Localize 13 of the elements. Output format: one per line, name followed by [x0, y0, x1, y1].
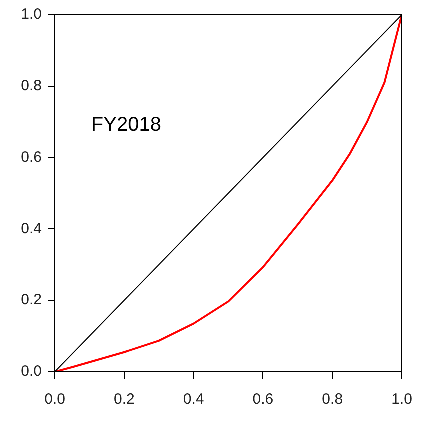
annotation: FY2018 — [91, 114, 162, 136]
y-tick-label: 1.0 — [21, 6, 42, 24]
x-tick-label: 0.0 — [44, 391, 66, 408]
x-tick-label: 0.8 — [322, 391, 344, 408]
y-tick-label: 0.2 — [21, 292, 42, 309]
y-tick-label: 0.4 — [21, 220, 42, 238]
x-tick-label: 0.2 — [114, 391, 135, 408]
y-tick-label: 0.0 — [21, 363, 42, 380]
x-tick-label: 1.0 — [392, 391, 412, 408]
x-tick-label: 0.6 — [252, 391, 274, 408]
y-tick-label: 0.6 — [21, 148, 42, 166]
y-tick-label: 0.8 — [21, 78, 42, 95]
x-tick-label: 0.4 — [183, 391, 204, 408]
